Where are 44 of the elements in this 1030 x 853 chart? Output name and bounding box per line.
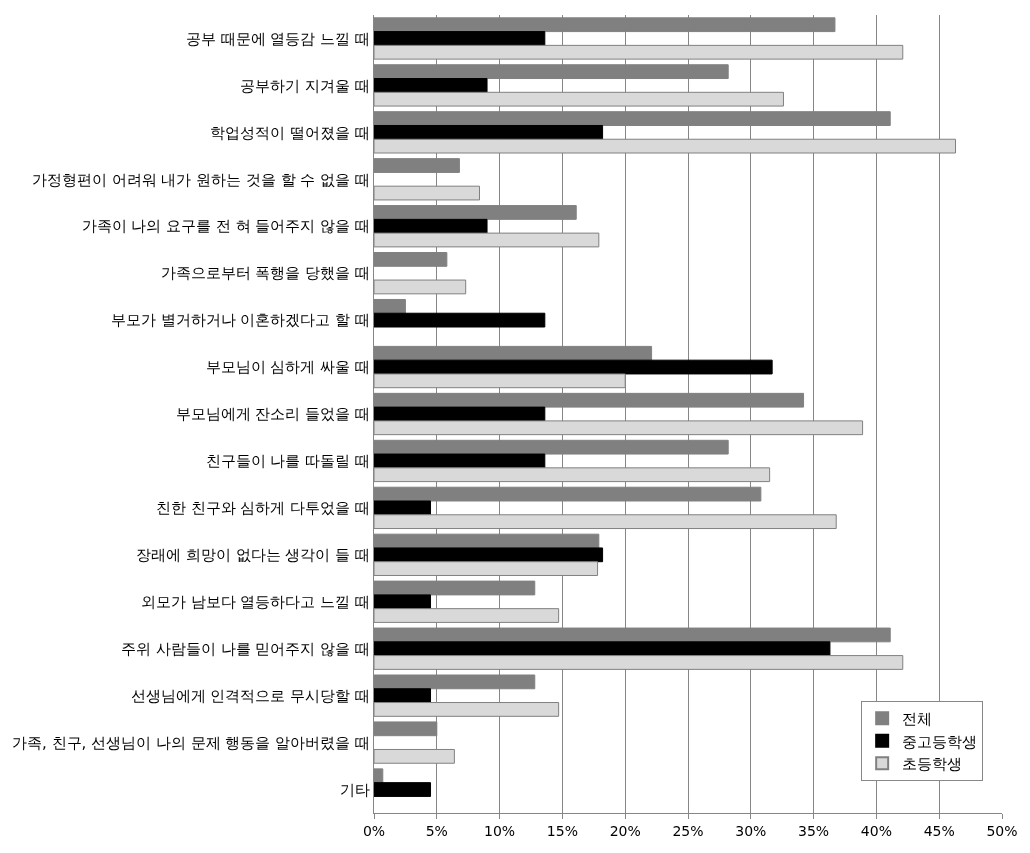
- y-tick-label: 가족, 친구, 선생님이 나의 문제 행동을 알아버렸을 때: [12, 733, 370, 752]
- legend-label: 초등학생: [902, 755, 963, 774]
- legend-label: 전체: [902, 710, 933, 729]
- y-tick-label: 부모님에게 잔소리 들었을 때: [175, 405, 370, 424]
- y-tick-label: 주위 사람들이 나를 믿어주지 않을 때: [121, 639, 370, 658]
- y-tick-label: 가정형편이 어려워 내가 원하는 것을 할 수 없을 때: [31, 170, 370, 189]
- x-tick-label: 15%: [546, 822, 578, 839]
- legend-label: 중고등학생: [902, 732, 978, 751]
- y-tick-label: 학업성적이 떨어졌을 때: [210, 123, 370, 142]
- x-tick-label: 45%: [923, 822, 955, 839]
- y-tick-label: 기타: [340, 780, 370, 799]
- y-tick-label: 장래에 희망이 없다는 생각이 들 때: [136, 546, 370, 565]
- bar: [374, 359, 773, 375]
- bar: [374, 641, 831, 657]
- bar: [374, 406, 546, 422]
- bar: [374, 688, 432, 704]
- x-tick-label: 35%: [798, 822, 830, 839]
- y-tick-label: 공부하기 지겨울 때: [240, 76, 370, 95]
- x-tick-label: 5%: [425, 822, 448, 839]
- x-tick-label: 40%: [860, 822, 892, 839]
- bar: [374, 31, 546, 46]
- y-tick-label: 친구들이 나를 따돌릴 때: [205, 452, 370, 471]
- y-tick-label: 부모님이 심하게 싸울 때: [205, 358, 370, 377]
- bar: [374, 594, 432, 610]
- x-tick-label: 10%: [484, 822, 516, 839]
- x-tick-label: 0%: [362, 822, 386, 839]
- bar: [374, 312, 546, 328]
- x-tick-label: 25%: [672, 822, 704, 839]
- y-tick-label: 가족이 나의 요구를 전 혀 들어주지 않을 때: [81, 217, 370, 236]
- bar: [374, 782, 432, 797]
- x-tick-label: 50%: [986, 822, 1018, 839]
- bar: [374, 500, 432, 516]
- y-tick-label: 외모가 남보다 열등하다고 느낄 때: [140, 593, 370, 612]
- bar: [374, 547, 604, 563]
- x-tick-label: 30%: [735, 822, 767, 839]
- x-tick-label: 20%: [609, 822, 641, 839]
- bar: [374, 78, 488, 93]
- y-tick-label: 친한 친구와 심하게 다투었을 때: [155, 499, 370, 518]
- bar: [374, 124, 604, 140]
- y-tick-label: 가족으로부터 폭행을 당했을 때: [160, 264, 370, 283]
- bar: [374, 453, 546, 469]
- y-tick-label: 선생님에게 인격적으로 무시당할 때: [130, 686, 370, 705]
- y-tick-label: 부모가 별거하거나 이혼하겠다고 할 때: [110, 311, 370, 330]
- y-tick-label: 공부 때문에 열등감 느낄 때: [185, 29, 370, 48]
